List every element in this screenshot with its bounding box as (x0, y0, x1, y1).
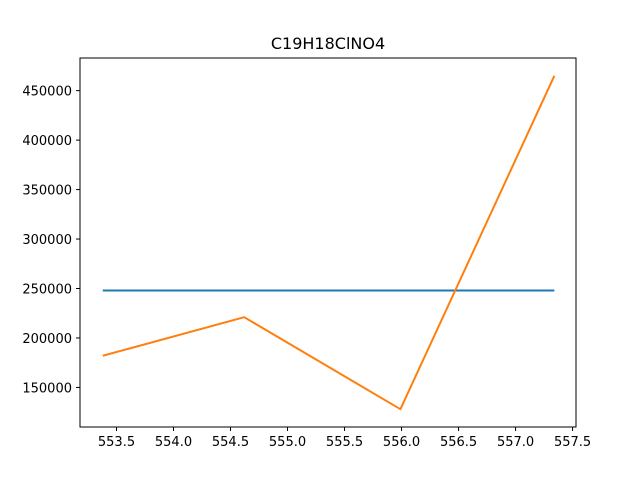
plot-frame (79, 57, 577, 428)
y-tick-label: 250000 (22, 283, 72, 298)
series-layer (102, 75, 556, 411)
x-tick-label: 553.5 (98, 435, 135, 450)
x-tick-label: 557.0 (497, 435, 534, 450)
x-tick-label: 554.5 (212, 435, 249, 450)
x-tick-label: 555.5 (326, 435, 363, 450)
series-line-2 (102, 75, 556, 411)
x-tick-label: 554.0 (155, 435, 192, 450)
chart-title: C19H18ClNO4 (271, 34, 385, 53)
x-tick-label: 555.0 (269, 435, 306, 450)
y-tick-label: 300000 (22, 233, 72, 248)
y-tick-label: 450000 (22, 85, 72, 100)
x-tick-label: 556.5 (440, 435, 477, 450)
y-tick-label: 350000 (22, 184, 72, 199)
x-tick-label: 557.5 (554, 435, 591, 450)
axes: 553.5 554.0 554.5 555.0 555.5 556.0 556.5 557.0… (22, 57, 591, 450)
y-tick-label: 400000 (22, 134, 72, 149)
x-tick-label: 556.0 (383, 435, 420, 450)
y-tick-label: 150000 (22, 381, 72, 396)
y-tick-label: 200000 (22, 332, 72, 347)
